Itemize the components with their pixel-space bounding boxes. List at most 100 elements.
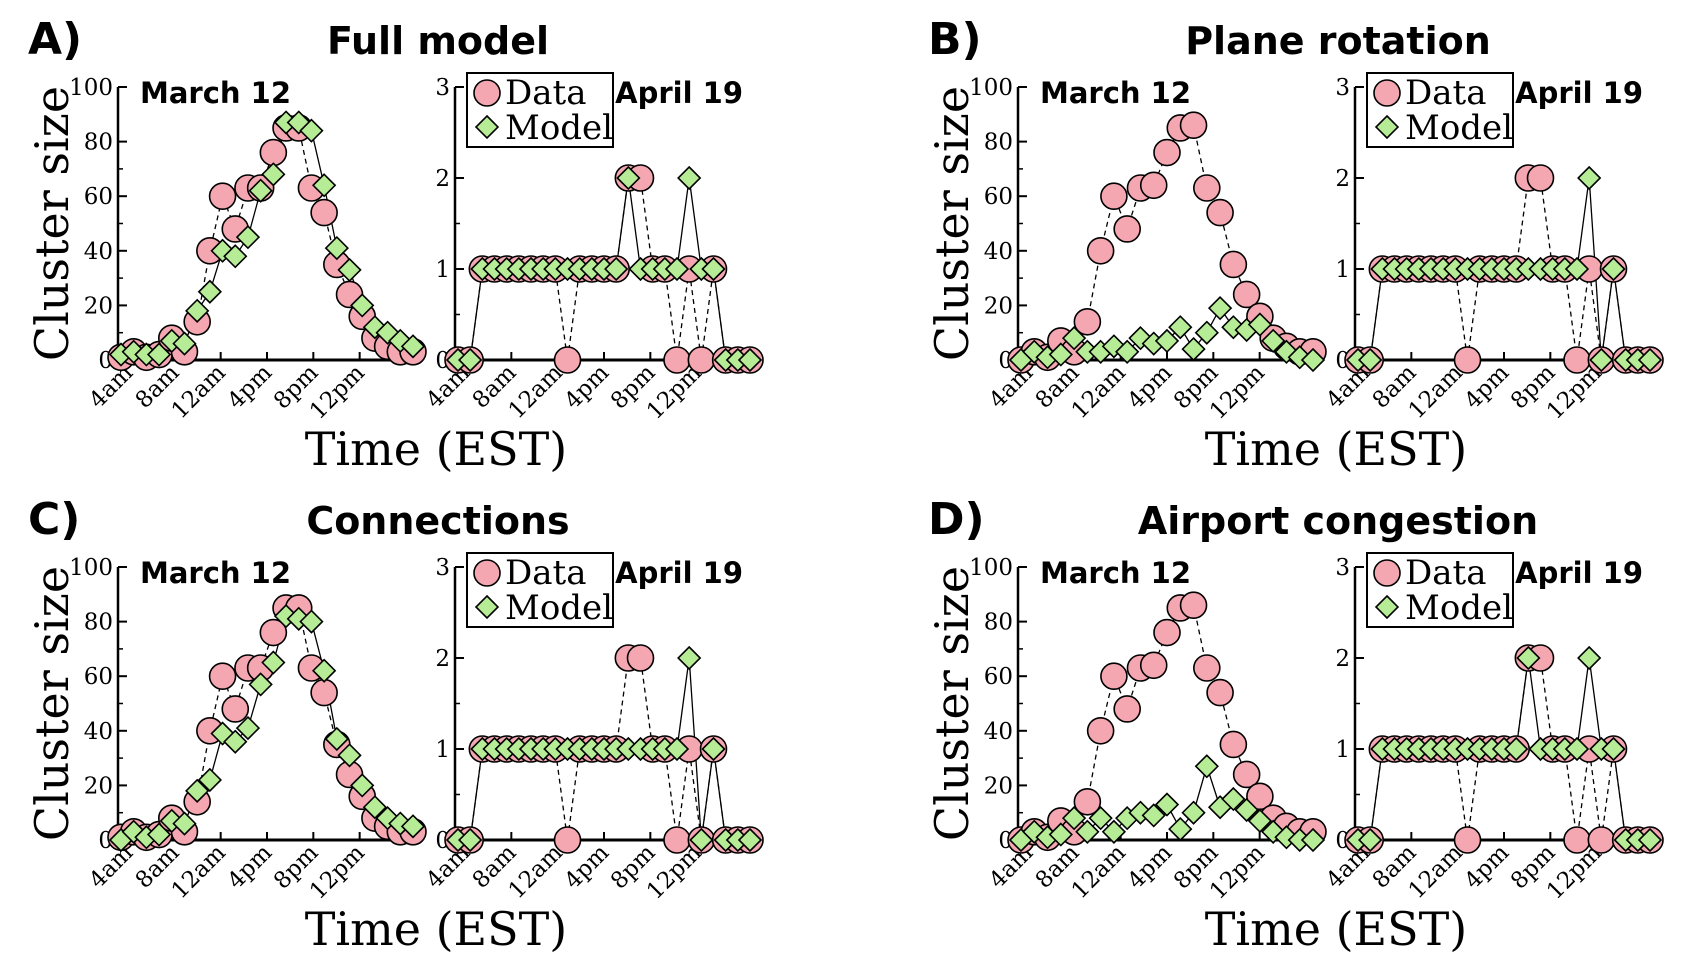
panel-3-right-legend-data-marker <box>473 559 501 587</box>
panel-1-left-model-point <box>299 118 324 143</box>
panel-4-left-model-point <box>1075 819 1100 844</box>
panel-1-right-ytick-label: 1 <box>435 257 450 283</box>
panel-1-right-legend-data-label: Data <box>505 73 586 113</box>
panel-4-left-ytick-label: 80 <box>984 610 1013 636</box>
panel-2-left-model-point <box>1207 295 1233 321</box>
panel-3-right-model-point <box>689 827 714 853</box>
panel-title: Airport congestion <box>1138 499 1538 543</box>
panel-3-left-date-label: March 12 <box>140 556 291 590</box>
panel-3-left-model-point <box>185 778 210 803</box>
panel-4-left-data-point <box>1139 651 1168 680</box>
panel-4-right-legend-model-marker <box>1374 594 1400 620</box>
panel-2-left-ytick-label: 60 <box>984 184 1013 210</box>
panel-2-right-legend-model-marker <box>1374 114 1400 140</box>
y-axis-label: Cluster size <box>925 566 979 841</box>
panel-1-left-date-label: March 12 <box>140 76 291 110</box>
panel-3-left-xtick-label: 4pm <box>223 840 278 895</box>
panel-1-right-data-point <box>663 346 691 374</box>
panel-2-right-ytick-label: 2 <box>1335 166 1350 192</box>
panel-label: A) <box>28 14 82 65</box>
panel-2-left-data-point <box>1086 237 1115 265</box>
panel-1-left-model-point <box>235 225 261 250</box>
panel-1-right-model-point <box>677 165 702 191</box>
panel-1-right-model-point <box>664 256 690 282</box>
panel-3-left-data-point <box>259 618 288 647</box>
panel-4-left-ytick-label: 60 <box>984 664 1013 690</box>
panel-3-right-ytick-label: 1 <box>435 737 450 763</box>
panel-2-left-ytick-label: 100 <box>969 75 1013 101</box>
panel-2-right-data-point <box>1453 346 1482 374</box>
panel-2-left-model-point <box>1048 342 1073 367</box>
panel-2-left-model-point <box>1261 328 1286 354</box>
panel-4-left-data-point <box>1153 618 1181 647</box>
panel-1-left-model-point <box>337 257 362 283</box>
panel-3-left-data-point <box>208 662 237 690</box>
panel-3-right-model-point <box>664 736 690 762</box>
panel-2-left-ytick-label: 80 <box>984 130 1013 156</box>
panel-4-right-ytick-label: 1 <box>1335 737 1350 763</box>
panel-4-left-model-point <box>1168 816 1193 842</box>
panel-2-left-data-point <box>1073 307 1102 336</box>
panel-label: C) <box>28 494 80 545</box>
panel-2-right-date-label: April 19 <box>1515 76 1643 110</box>
panel-3-left-model-point <box>223 729 248 754</box>
panel-3-left-model-point <box>350 773 375 798</box>
panel-2-left-data-point <box>1139 171 1168 200</box>
panel-2-left-ytick-label: 40 <box>984 239 1013 265</box>
panel-4-right-legend-data-marker <box>1373 559 1401 587</box>
panel-4-left-xtick-label: 4pm <box>1123 840 1178 895</box>
panel-4-left-xtick-label: 12am <box>1067 840 1131 904</box>
panel-2-right-data-point <box>1526 164 1555 192</box>
panel-4-left-model-point <box>1048 822 1073 847</box>
panel-4-left-model-point <box>1101 819 1127 844</box>
panel-1-right-model-point <box>616 165 641 191</box>
panel-label: D) <box>928 494 985 545</box>
panel-label: B) <box>928 14 982 65</box>
panel-3-left-ytick-label: 60 <box>84 664 113 690</box>
panel-1-right-data-point <box>687 346 716 374</box>
panel-2-left-model-point <box>1300 347 1326 373</box>
panel-2-left-xtick-label: 4pm <box>1123 360 1178 415</box>
panel-2-left-model-point <box>1247 312 1273 337</box>
y-axis-label: Cluster size <box>25 86 79 361</box>
panel-2-left-data-point <box>1153 138 1181 167</box>
panel-3-right-data-point <box>626 644 655 672</box>
panel-3-left-model-point <box>197 767 223 793</box>
panel-1-left-data-point <box>208 182 237 210</box>
panel-4-left-model-point <box>1247 808 1273 834</box>
panel-3-left-xtick-label: 4am <box>84 840 138 894</box>
panel-2-left-data-point <box>1232 280 1261 309</box>
panel-4-left-model-point <box>1154 792 1180 817</box>
panel-2-right-model-point <box>1358 347 1383 373</box>
panel-3-right-date-label: April 19 <box>615 556 743 590</box>
panel-3-left-xtick-label: 12am <box>167 840 231 904</box>
panel-1-left-model-point <box>248 178 273 203</box>
panel-3-left-model-point <box>261 650 286 675</box>
panel-4-left-model-point <box>1194 754 1219 779</box>
panel-4-right-model-point <box>1577 645 1602 671</box>
panel-1-left-data-point <box>310 198 338 227</box>
panel-1-right-model-point <box>737 347 763 373</box>
panel-3-left-model-point <box>299 609 324 634</box>
panel-1-left-model-point <box>311 173 337 198</box>
panel-1-right-ytick-label: 2 <box>435 166 450 192</box>
panel-4-left-model-point <box>1181 800 1206 825</box>
panel-4-left-data-point <box>1073 787 1102 816</box>
panel-3-left-data-point <box>310 678 338 707</box>
panel-4-right-model-point <box>1637 827 1663 853</box>
panel-1-right-ytick-label: 3 <box>435 75 450 101</box>
panel-title: Full model <box>327 19 549 63</box>
panel-2-right-ytick-label: 1 <box>1335 257 1350 283</box>
panel-title: Connections <box>306 499 569 543</box>
panel-4-left-date-label: March 12 <box>1040 556 1191 590</box>
panel-1-left-model-point <box>172 331 197 356</box>
panel-2-left-model-point <box>1194 320 1219 345</box>
panel-1-left-model-point <box>197 279 223 304</box>
panel-4-right-model-point <box>1358 827 1383 853</box>
panel-1-left-data-point <box>259 138 288 167</box>
panel-1-right-date-label: April 19 <box>615 76 743 110</box>
panel-1-left-ytick-label: 100 <box>69 75 113 101</box>
panel-3-left-ytick-label: 20 <box>84 773 113 799</box>
panel-4-left-data-point <box>1206 678 1234 707</box>
